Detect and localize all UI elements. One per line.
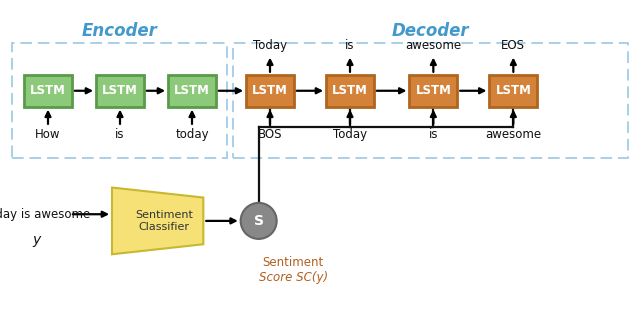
Text: Today is awesome: Today is awesome bbox=[0, 208, 90, 221]
FancyBboxPatch shape bbox=[410, 75, 458, 107]
Text: Score SC(y): Score SC(y) bbox=[259, 271, 328, 284]
FancyBboxPatch shape bbox=[326, 75, 374, 107]
Text: Sentiment: Sentiment bbox=[262, 257, 324, 269]
FancyBboxPatch shape bbox=[24, 75, 72, 107]
Text: LSTM: LSTM bbox=[174, 84, 210, 97]
Text: LSTM: LSTM bbox=[415, 84, 451, 97]
Text: Encoder: Encoder bbox=[82, 22, 158, 40]
Text: LSTM: LSTM bbox=[102, 84, 138, 97]
Text: Decoder: Decoder bbox=[392, 22, 470, 40]
Text: Today: Today bbox=[333, 128, 367, 141]
Polygon shape bbox=[112, 188, 204, 254]
Text: Sentiment
Classifier: Sentiment Classifier bbox=[136, 210, 193, 232]
Text: LSTM: LSTM bbox=[332, 84, 368, 97]
Text: awesome: awesome bbox=[405, 39, 461, 52]
FancyBboxPatch shape bbox=[168, 75, 216, 107]
Text: S: S bbox=[253, 214, 264, 228]
Text: y: y bbox=[33, 233, 41, 247]
Text: LSTM: LSTM bbox=[30, 84, 66, 97]
Text: is: is bbox=[345, 39, 355, 52]
Text: awesome: awesome bbox=[485, 128, 541, 141]
Text: is: is bbox=[115, 128, 125, 141]
Text: LSTM: LSTM bbox=[252, 84, 288, 97]
Text: How: How bbox=[35, 128, 61, 141]
FancyBboxPatch shape bbox=[246, 75, 294, 107]
FancyBboxPatch shape bbox=[490, 75, 538, 107]
FancyBboxPatch shape bbox=[96, 75, 144, 107]
Text: EOS: EOS bbox=[501, 39, 525, 52]
Text: BOS: BOS bbox=[258, 128, 282, 141]
Text: Today: Today bbox=[253, 39, 287, 52]
Text: LSTM: LSTM bbox=[495, 84, 531, 97]
Circle shape bbox=[241, 203, 276, 239]
Text: today: today bbox=[175, 128, 209, 141]
Text: is: is bbox=[429, 128, 438, 141]
